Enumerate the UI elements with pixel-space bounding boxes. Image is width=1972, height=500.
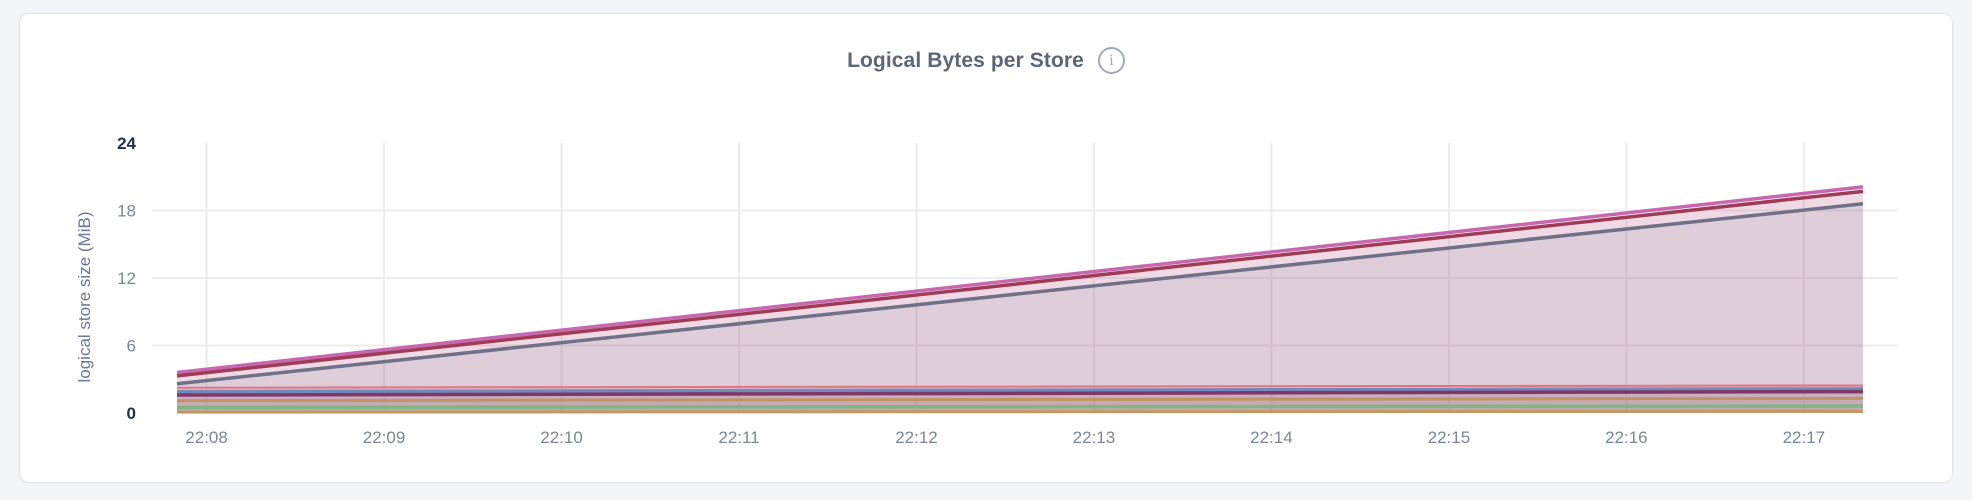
- series-7-line: [176, 396, 1864, 403]
- y-tick-label: 6: [127, 337, 136, 356]
- info-icon[interactable]: i: [1097, 47, 1125, 74]
- series-3-line: [176, 202, 1864, 386]
- x-tick-label: 22:10: [540, 428, 583, 447]
- x-tick-label: 22:11: [718, 428, 759, 447]
- y-tick-label: 12: [117, 269, 136, 288]
- series-3-area: [177, 203, 1863, 413]
- series-1-line: [176, 185, 1864, 375]
- series-6-line: [176, 389, 1864, 397]
- series-8-line: [176, 404, 1864, 410]
- series-9-line: [176, 409, 1864, 414]
- chart-title: Logical Bytes per Store: [847, 48, 1084, 72]
- series-2-line: [176, 189, 1864, 378]
- chart-header: Logical Bytes per Store i: [20, 47, 1952, 74]
- series-1-area: [177, 186, 1863, 413]
- x-tick-label: 22:16: [1605, 428, 1648, 447]
- x-tick-label: 22:17: [1783, 428, 1826, 447]
- chart-card: Logical Bytes per Store i logical store …: [19, 13, 1953, 483]
- x-tick-label: 22:08: [185, 428, 228, 447]
- x-tick-label: 22:12: [895, 428, 938, 447]
- series-2-area: [177, 191, 1863, 413]
- x-tick-label: 22:09: [363, 428, 406, 447]
- x-tick-label: 22:15: [1428, 428, 1471, 447]
- y-tick-label: 0: [127, 404, 136, 423]
- x-tick-label: 22:13: [1073, 428, 1116, 447]
- y-tick-label: 24: [117, 134, 136, 153]
- x-tick-label: 22:14: [1250, 428, 1293, 447]
- series-5-line: [176, 387, 1864, 394]
- y-tick-label: 18: [117, 202, 136, 221]
- series-4-line: [176, 384, 1864, 389]
